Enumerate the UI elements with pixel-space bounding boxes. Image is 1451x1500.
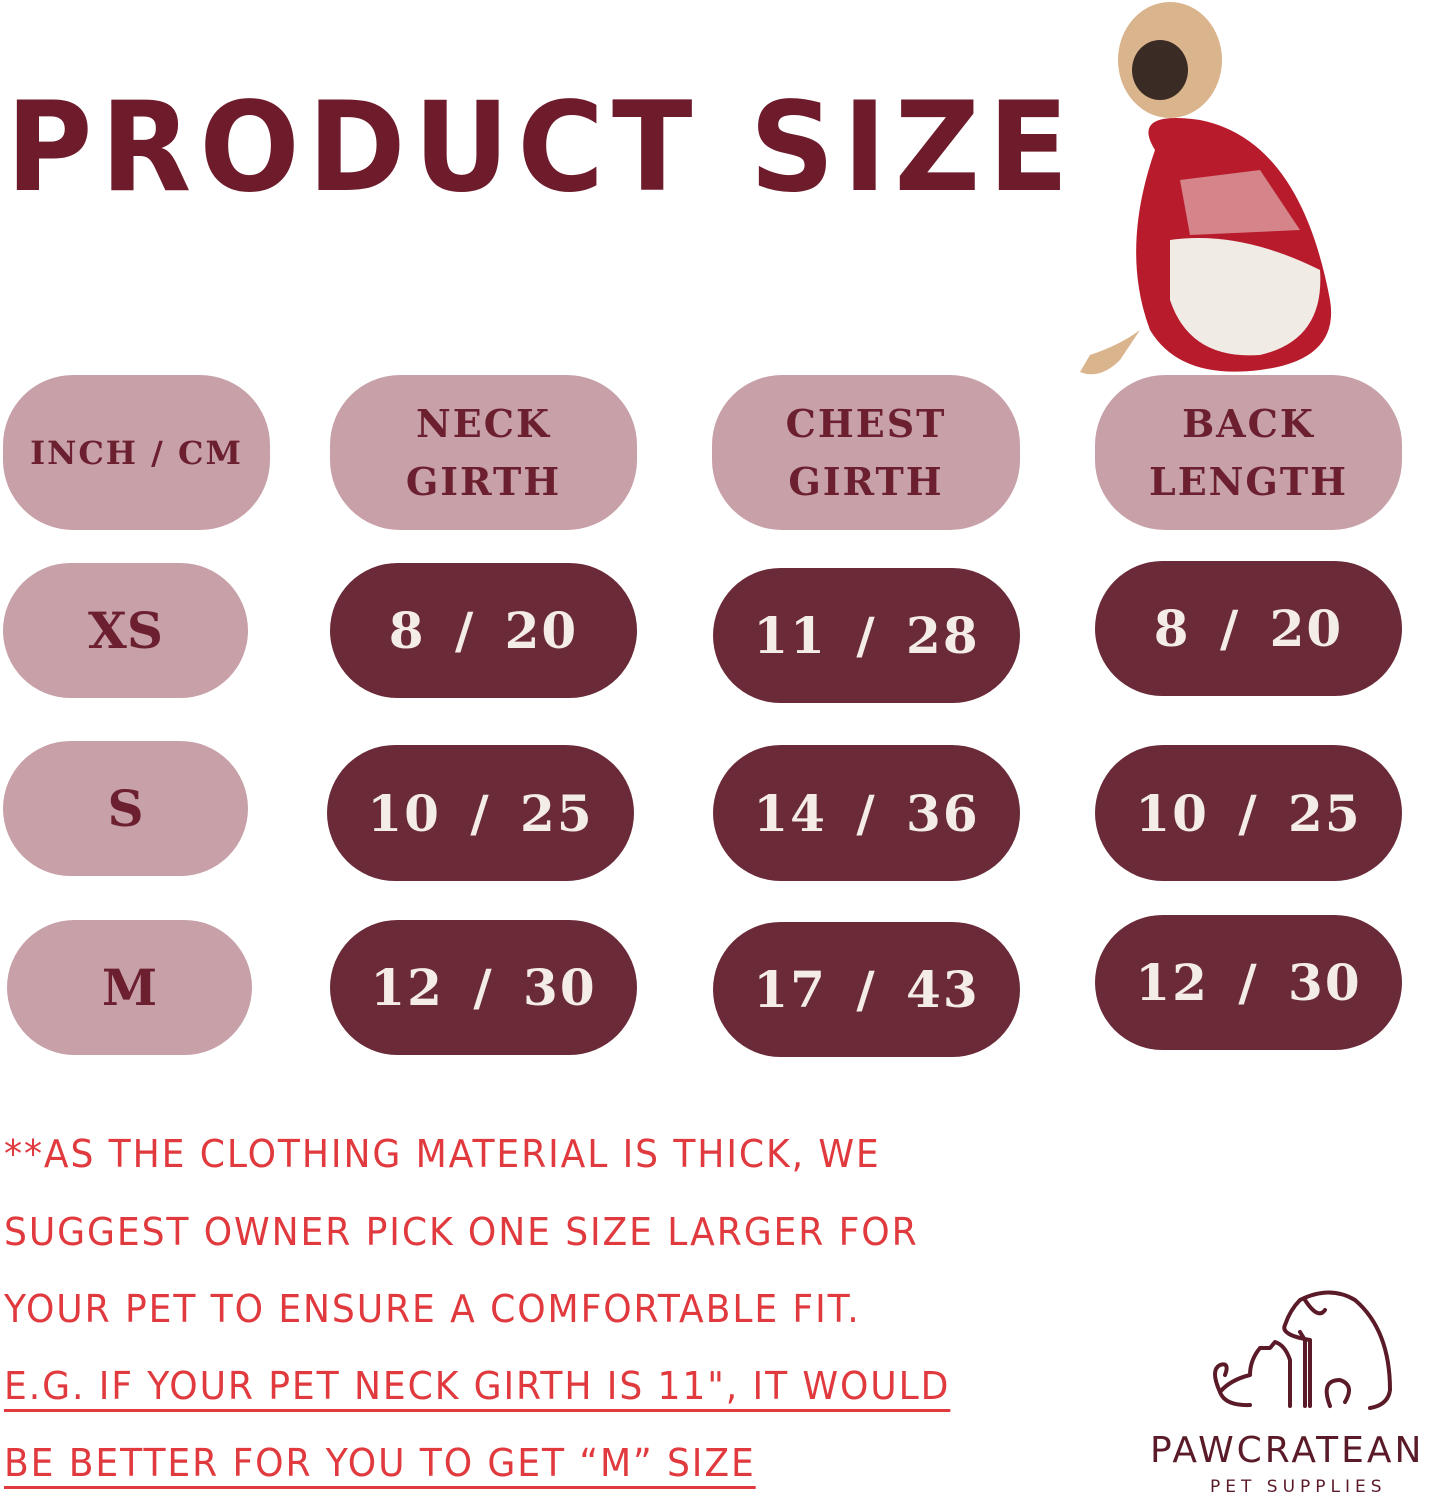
header-label: BACK LENGTH [1148, 400, 1349, 504]
m-back: 12 / 30 [1095, 915, 1402, 1050]
page-title: PRODUCT SIZE [6, 74, 1077, 220]
size-s: S [3, 741, 248, 876]
header-unit: INCH / CM [3, 375, 270, 530]
s-chest: 14 / 36 [713, 745, 1020, 881]
pawcratean-logo-icon [1213, 1290, 1392, 1410]
note-example-line: BE BETTER FOR YOU TO GET “M” SIZE [4, 1441, 756, 1485]
header-neck-girth: NECK GIRTH [330, 375, 637, 530]
note-line: YOUR PET TO ENSURE A COMFORTABLE FIT. [4, 1287, 861, 1331]
xs-back: 8 / 20 [1095, 561, 1402, 696]
note-line: **AS THE CLOTHING MATERIAL IS THICK, WE [4, 1132, 881, 1176]
m-neck: 12 / 30 [330, 920, 637, 1055]
pug-sweater-photo [1080, 2, 1332, 375]
size-m: M [7, 920, 252, 1055]
header-label: NECK GIRTH [405, 400, 562, 504]
header-back-length: BACK LENGTH [1095, 375, 1402, 530]
xs-neck: 8 / 20 [330, 563, 637, 698]
s-back: 10 / 25 [1095, 745, 1402, 881]
s-neck: 10 / 25 [327, 745, 634, 881]
header-label: CHEST GIRTH [785, 400, 947, 504]
note-line: SUGGEST OWNER PICK ONE SIZE LARGER FOR [4, 1210, 919, 1254]
xs-chest: 11 / 28 [713, 568, 1020, 703]
header-chest-girth: CHEST GIRTH [712, 375, 1020, 530]
size-xs: XS [3, 563, 248, 698]
brand-name: PAWCRATEAN [1150, 1430, 1425, 1471]
note-example-line: E.G. IF YOUR PET NECK GIRTH IS 11", IT W… [4, 1364, 951, 1408]
brand-tagline: PET SUPPLIES [1210, 1477, 1387, 1497]
m-chest: 17 / 43 [713, 922, 1020, 1057]
